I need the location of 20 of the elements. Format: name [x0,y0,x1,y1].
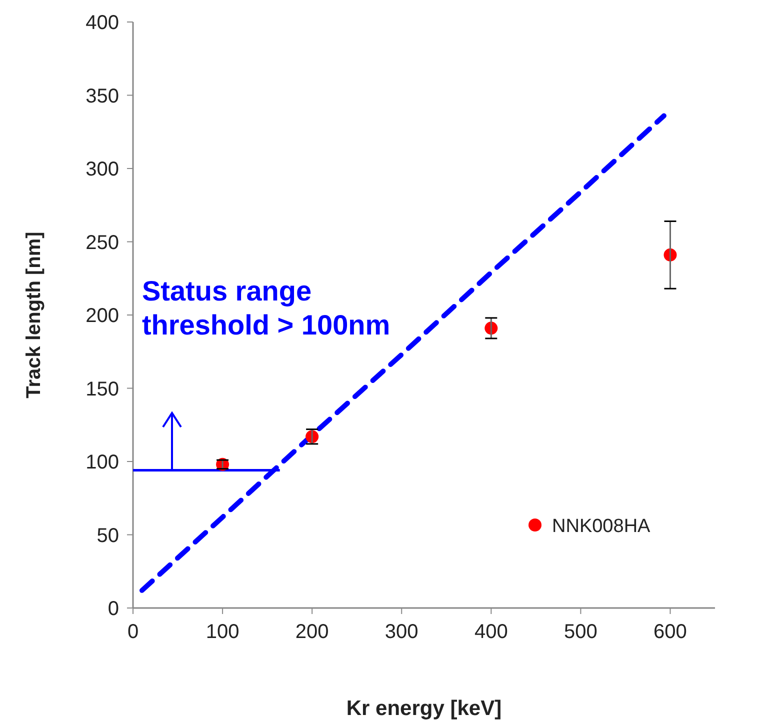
y-axis-title: Track length [nm] [23,232,45,398]
y-tick-label: 150 [86,378,119,400]
y-tick-label: 100 [86,452,119,474]
x-tick-label: 400 [474,621,508,643]
annotation: Status range threshold > 100nm [142,275,390,340]
y-tick-label: 350 [86,85,119,108]
y-tick-label: 300 [86,158,119,180]
x-tick-label: 100 [206,621,240,643]
x-axis-title: Kr energy [keV] [346,697,502,720]
x-tick-label: 0 [127,621,139,643]
legend-label: NNK008HA [552,516,651,537]
y-tick-label: 0 [108,598,119,620]
y-tick-label: 200 [86,305,119,327]
y-tick-label: 400 [86,12,119,34]
x-tick-label: 500 [564,621,598,643]
x-tick-label: 300 [384,621,418,643]
y-tick-label: 50 [96,524,119,547]
x-tick-label: 200 [295,621,329,643]
x-tick-label: 600 [654,621,687,643]
y-tick-label: 250 [86,232,119,254]
